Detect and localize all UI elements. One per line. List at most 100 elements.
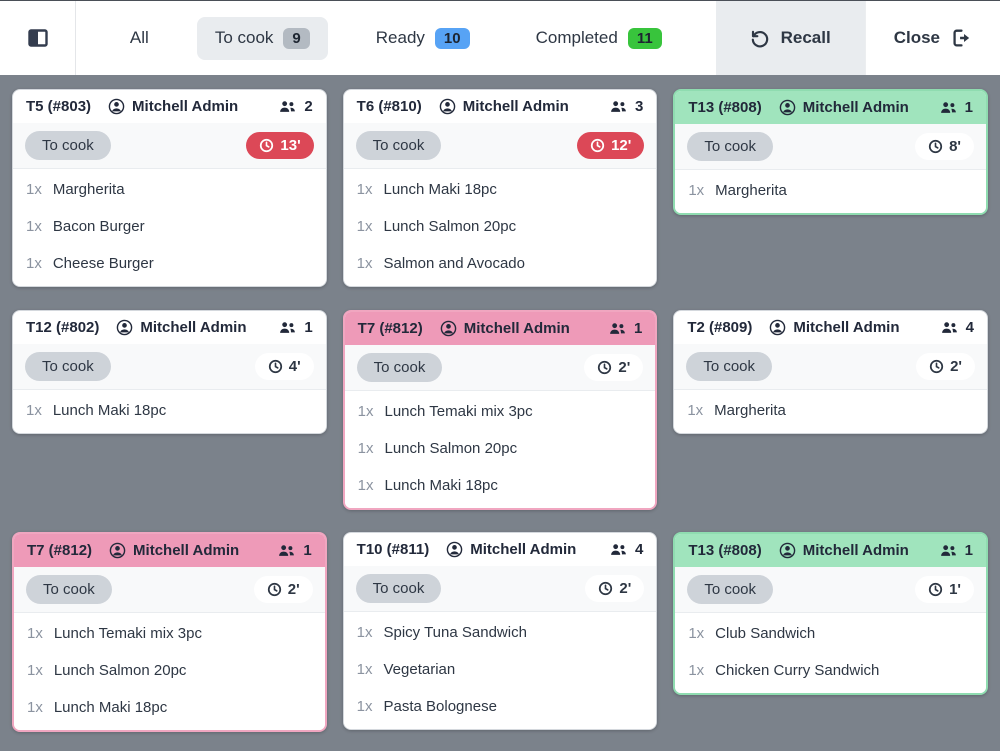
server-info: Mitchell Admin xyxy=(779,542,909,559)
guest-number: 2 xyxy=(304,98,313,115)
filter-count-badge: 9 xyxy=(283,27,310,49)
timer-value: 2' xyxy=(619,580,632,598)
order-card[interactable]: T13 (#808) Mitchell Admin xyxy=(673,532,988,696)
order-item[interactable]: 1x Chicken Curry Sandwich xyxy=(675,652,986,689)
order-card[interactable]: T10 (#811) Mitchell Admin xyxy=(342,532,658,731)
item-quantity: 1x xyxy=(356,624,373,642)
order-item[interactable]: 1x Lunch Maki 18pc xyxy=(345,467,656,504)
recall-button[interactable]: Recall xyxy=(715,1,865,75)
order-item[interactable]: 1x Club Sandwich xyxy=(675,615,986,652)
order-item[interactable]: 1x Lunch Salmon 20pc xyxy=(14,652,325,689)
server-info: Mitchell Admin xyxy=(440,320,570,337)
filter-label: Completed xyxy=(535,28,618,47)
item-name: Lunch Salmon 20pc xyxy=(53,662,187,680)
card-status-row: To cook 2' xyxy=(674,343,987,390)
close-label: Close xyxy=(893,28,940,47)
status-badge: To cook xyxy=(686,351,773,381)
server-name: Mitchell Admin xyxy=(463,319,570,337)
order-card[interactable]: T7 (#812) Mitchell Admin xyxy=(342,309,658,510)
filter-count-badge: 11 xyxy=(627,27,662,49)
timer-badge: 8' xyxy=(915,133,974,160)
sidebar-toggle-button[interactable] xyxy=(0,1,76,75)
timer-value: 2' xyxy=(618,358,631,376)
order-card[interactable]: T5 (#803) Mitchell Admin xyxy=(12,89,327,287)
guests-icon xyxy=(278,319,297,336)
timer-badge: 13' xyxy=(246,132,314,159)
item-quantity: 1x xyxy=(357,439,374,457)
item-quantity: 1x xyxy=(356,661,373,679)
order-item[interactable]: 1x Lunch Maki 18pc xyxy=(13,392,326,429)
order-card-header: T10 (#811) Mitchell Admin xyxy=(344,533,657,566)
clock-icon xyxy=(590,138,605,153)
filter-tab-all[interactable]: All xyxy=(112,17,167,59)
order-item[interactable]: 1x Lunch Temaki mix 3pc xyxy=(14,615,325,652)
item-quantity: 1x xyxy=(688,662,705,680)
status-badge: To cook xyxy=(687,132,774,161)
item-quantity: 1x xyxy=(356,255,373,272)
order-card[interactable]: T7 (#812) Mitchell Admin xyxy=(12,532,327,733)
user-circle-icon xyxy=(116,319,133,336)
order-card-header: T13 (#808) Mitchell Admin xyxy=(675,91,986,124)
item-quantity: 1x xyxy=(356,698,373,716)
order-card[interactable]: T2 (#809) Mitchell Admin xyxy=(673,309,988,434)
filter-tabs: All To cook 9 Ready 10 Completed 11 xyxy=(76,1,716,75)
order-items: 1x Lunch Temaki mix 3pc 1x Lunch Salmon … xyxy=(14,613,325,731)
user-circle-icon xyxy=(769,319,786,336)
close-button[interactable]: Close xyxy=(864,1,1000,75)
order-item[interactable]: 1x Cheese Burger xyxy=(13,245,326,282)
filter-label: Ready xyxy=(375,28,425,47)
server-name: Mitchell Admin xyxy=(132,98,239,115)
guest-number: 1 xyxy=(964,99,973,116)
timer-badge: 12' xyxy=(577,132,645,159)
clock-icon xyxy=(928,139,943,154)
order-item[interactable]: 1x Lunch Maki 18pc xyxy=(14,689,325,726)
order-items: 1x Lunch Temaki mix 3pc 1x Lunch Salmon … xyxy=(344,390,656,508)
item-name: Margherita xyxy=(715,182,787,199)
order-items: 1x Margherita xyxy=(674,389,987,433)
status-badge: To cook xyxy=(687,575,774,605)
order-card-header: T2 (#809) Mitchell Admin xyxy=(674,311,987,344)
server-name: Mitchell Admin xyxy=(793,318,900,336)
order-item[interactable]: 1x Lunch Salmon 20pc xyxy=(344,208,657,245)
item-quantity: 1x xyxy=(27,662,43,680)
order-card[interactable]: T12 (#802) Mitchell Admin xyxy=(12,309,327,434)
order-item[interactable]: 1x Margherita xyxy=(13,171,326,208)
card-status-row: To cook 8' xyxy=(675,124,986,170)
order-item[interactable]: 1x Vegetarian xyxy=(344,651,657,688)
guest-number: 1 xyxy=(303,542,312,560)
timer-value: 12' xyxy=(611,137,632,154)
order-item[interactable]: 1x Bacon Burger xyxy=(13,208,326,245)
user-circle-icon xyxy=(446,541,463,558)
order-item[interactable]: 1x Margherita xyxy=(674,392,987,429)
timer-value: 13' xyxy=(280,137,301,154)
item-name: Salmon and Avocado xyxy=(383,255,526,272)
order-card-header: T12 (#802) Mitchell Admin xyxy=(13,311,326,344)
card-status-row: To cook 1' xyxy=(675,567,986,614)
server-info: Mitchell Admin xyxy=(779,99,909,116)
order-card[interactable]: T6 (#810) Mitchell Admin xyxy=(342,89,658,287)
card-status-row: To cook 2' xyxy=(343,566,657,613)
order-card-header: T5 (#803) Mitchell Admin xyxy=(13,90,326,123)
user-circle-icon xyxy=(109,542,126,559)
order-item[interactable]: 1x Lunch Maki 18pc xyxy=(344,171,657,208)
table-name: T13 (#808) xyxy=(688,99,762,116)
filter-tab-completed[interactable]: Completed 11 xyxy=(518,17,680,60)
order-card[interactable]: T13 (#808) Mitchell Admin xyxy=(673,89,988,215)
order-item[interactable]: 1x Spicy Tuna Sandwich xyxy=(344,614,657,651)
order-item[interactable]: 1x Margherita xyxy=(675,172,986,209)
filter-tab-ready[interactable]: Ready 10 xyxy=(358,17,488,60)
server-info: Mitchell Admin xyxy=(116,319,247,336)
item-quantity: 1x xyxy=(356,218,373,235)
table-name: T12 (#802) xyxy=(26,318,100,336)
order-item[interactable]: 1x Lunch Salmon 20pc xyxy=(345,430,656,467)
order-items: 1x Margherita xyxy=(675,170,986,213)
order-item[interactable]: 1x Salmon and Avocado xyxy=(344,245,657,282)
order-item[interactable]: 1x Lunch Temaki mix 3pc xyxy=(345,393,656,430)
item-name: Lunch Salmon 20pc xyxy=(384,439,518,457)
filter-tab-to-cook[interactable]: To cook 9 xyxy=(196,16,328,60)
panel-left-icon xyxy=(26,26,50,50)
item-name: Pasta Bolognese xyxy=(383,698,497,716)
guest-count: 4 xyxy=(940,319,974,336)
guest-number: 1 xyxy=(304,318,313,336)
order-item[interactable]: 1x Pasta Bolognese xyxy=(344,688,657,725)
